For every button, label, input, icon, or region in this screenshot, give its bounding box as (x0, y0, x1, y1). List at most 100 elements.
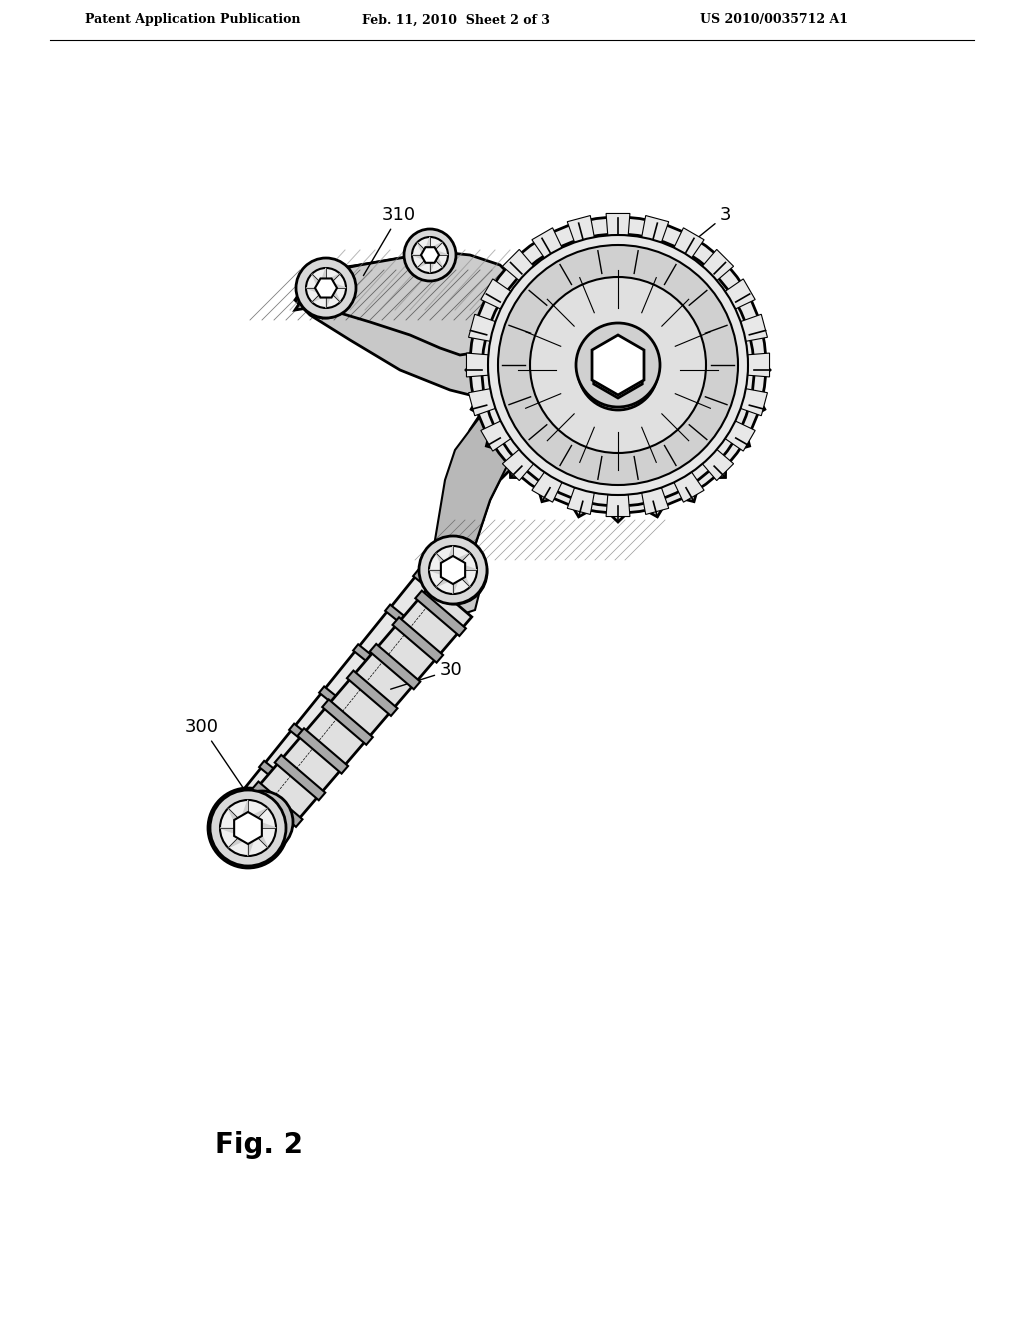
Circle shape (306, 268, 346, 308)
Polygon shape (435, 310, 610, 572)
Polygon shape (436, 553, 453, 570)
Text: 31: 31 (522, 256, 595, 309)
Circle shape (208, 788, 288, 869)
Polygon shape (248, 822, 276, 828)
Polygon shape (592, 335, 644, 395)
Polygon shape (326, 273, 340, 288)
Polygon shape (481, 421, 511, 451)
Polygon shape (248, 808, 268, 828)
Polygon shape (467, 352, 488, 378)
Polygon shape (347, 671, 397, 715)
Polygon shape (326, 288, 330, 308)
Text: Feb. 11, 2010  Sheet 2 of 3: Feb. 11, 2010 Sheet 2 of 3 (362, 13, 550, 26)
Polygon shape (323, 700, 373, 744)
Polygon shape (453, 570, 458, 594)
Polygon shape (432, 562, 480, 615)
Polygon shape (243, 583, 472, 840)
Polygon shape (531, 228, 562, 257)
Polygon shape (469, 314, 496, 342)
Circle shape (498, 246, 738, 484)
Polygon shape (295, 255, 530, 400)
Circle shape (231, 791, 293, 853)
Polygon shape (725, 279, 755, 309)
Circle shape (482, 234, 754, 506)
Polygon shape (243, 800, 248, 828)
Circle shape (419, 536, 487, 605)
Polygon shape (674, 473, 705, 502)
Polygon shape (740, 314, 767, 342)
Polygon shape (422, 246, 438, 264)
Text: Fig. 2: Fig. 2 (215, 1131, 303, 1159)
Polygon shape (326, 288, 340, 302)
Circle shape (530, 277, 706, 453)
Polygon shape (449, 546, 453, 570)
Polygon shape (323, 268, 326, 288)
Text: 300: 300 (185, 718, 247, 793)
Polygon shape (326, 284, 346, 288)
Polygon shape (413, 570, 465, 614)
Circle shape (575, 323, 660, 407)
Circle shape (404, 228, 456, 281)
Polygon shape (740, 388, 767, 416)
Polygon shape (466, 218, 770, 521)
Circle shape (220, 800, 276, 855)
Polygon shape (248, 828, 268, 847)
Polygon shape (427, 238, 430, 255)
Polygon shape (430, 252, 449, 255)
Text: 30: 30 (390, 661, 463, 689)
Polygon shape (259, 760, 311, 805)
Polygon shape (312, 288, 326, 302)
Polygon shape (748, 352, 769, 378)
Polygon shape (319, 686, 371, 730)
Polygon shape (412, 255, 430, 259)
Polygon shape (606, 495, 630, 516)
Circle shape (218, 799, 278, 858)
Polygon shape (306, 288, 326, 292)
Polygon shape (594, 342, 642, 399)
Text: US 2010/0035712 A1: US 2010/0035712 A1 (700, 13, 848, 26)
Polygon shape (315, 279, 337, 297)
Polygon shape (430, 255, 442, 268)
Circle shape (296, 257, 356, 318)
Polygon shape (239, 817, 257, 840)
Circle shape (228, 808, 268, 847)
Polygon shape (531, 473, 562, 502)
Circle shape (318, 280, 334, 296)
Circle shape (516, 268, 720, 473)
Polygon shape (421, 247, 439, 263)
Circle shape (433, 550, 477, 594)
Polygon shape (481, 279, 511, 309)
Polygon shape (430, 255, 433, 273)
Polygon shape (417, 255, 430, 268)
Circle shape (423, 248, 437, 261)
Polygon shape (298, 729, 348, 774)
Polygon shape (252, 781, 302, 826)
Text: 3: 3 (660, 206, 731, 268)
Circle shape (429, 546, 477, 594)
Circle shape (297, 261, 353, 318)
Polygon shape (453, 565, 477, 570)
Polygon shape (417, 243, 430, 255)
Polygon shape (274, 755, 326, 800)
Polygon shape (429, 570, 453, 574)
Polygon shape (430, 243, 442, 255)
Polygon shape (248, 828, 253, 855)
Polygon shape (353, 644, 404, 688)
Polygon shape (441, 556, 465, 583)
Circle shape (307, 272, 343, 308)
Polygon shape (702, 449, 733, 480)
Polygon shape (289, 723, 341, 767)
Circle shape (488, 235, 748, 495)
Polygon shape (392, 618, 443, 663)
Polygon shape (674, 228, 705, 257)
Polygon shape (228, 808, 248, 828)
Polygon shape (295, 252, 525, 355)
Circle shape (406, 230, 455, 280)
Polygon shape (642, 487, 669, 515)
Polygon shape (453, 570, 470, 587)
Polygon shape (469, 388, 496, 416)
Polygon shape (702, 249, 733, 281)
Polygon shape (416, 590, 466, 636)
Polygon shape (606, 214, 630, 235)
Polygon shape (228, 828, 248, 847)
